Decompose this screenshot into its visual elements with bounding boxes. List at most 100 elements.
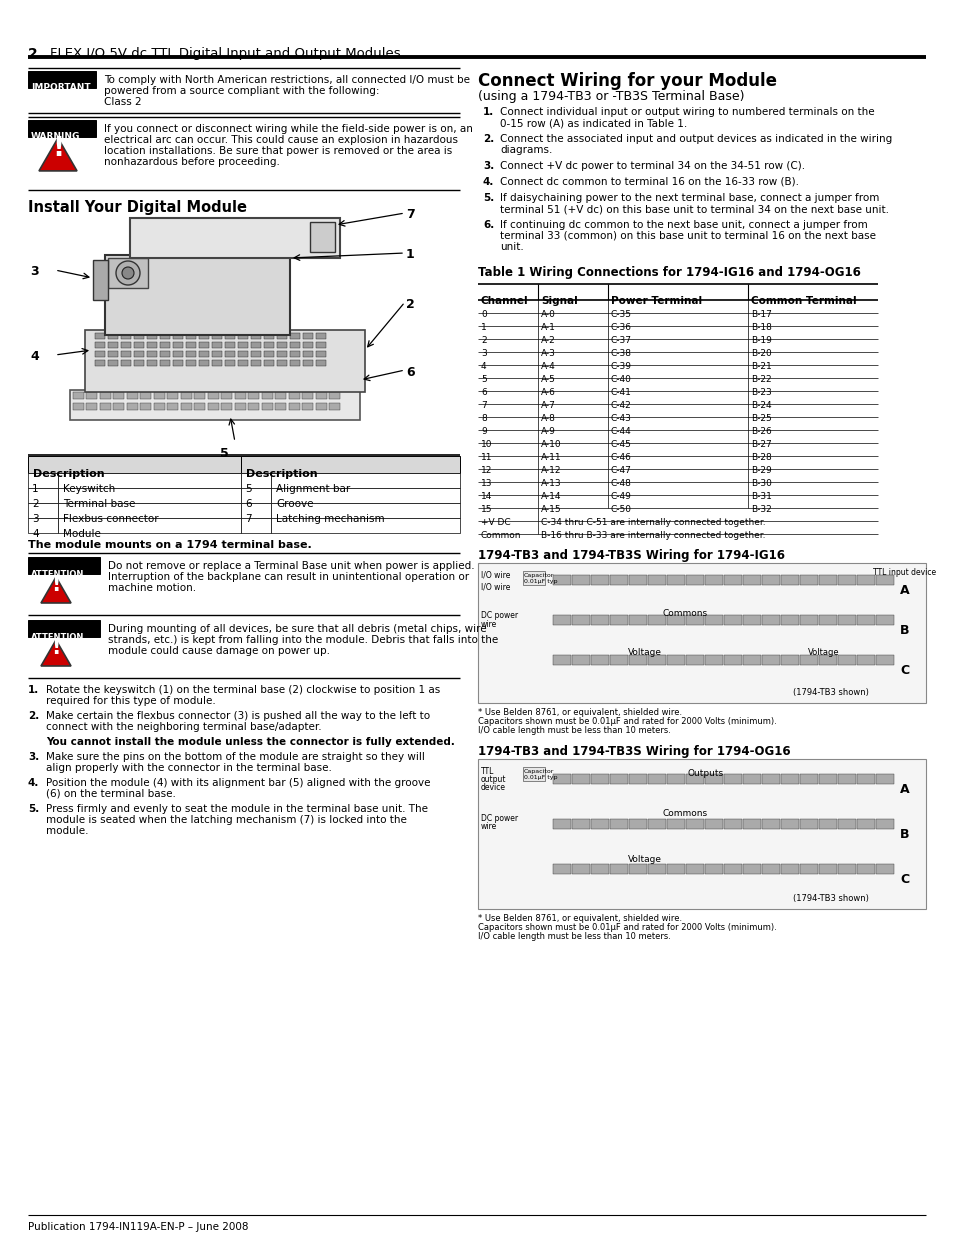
Bar — [477, 760, 925, 909]
Bar — [647, 819, 665, 829]
Bar — [127, 391, 138, 399]
Text: A-11: A-11 — [540, 453, 561, 462]
Text: 2: 2 — [32, 499, 38, 509]
Bar — [160, 351, 170, 357]
Bar — [685, 819, 703, 829]
Bar — [194, 403, 205, 410]
Bar — [742, 819, 760, 829]
Text: A: A — [899, 584, 908, 597]
Text: Connect the associated input and output devices as indicated in the wiring: Connect the associated input and output … — [499, 135, 891, 144]
Text: B-29: B-29 — [750, 466, 771, 475]
Text: A-9: A-9 — [540, 427, 556, 436]
Text: If continuing dc common to the next base unit, connect a jumper from: If continuing dc common to the next base… — [499, 220, 867, 230]
Bar — [271, 473, 459, 488]
Text: B: B — [899, 827, 908, 841]
Bar — [133, 351, 144, 357]
Bar — [73, 403, 84, 410]
Bar — [742, 774, 760, 784]
Text: required for this type of module.: required for this type of module. — [46, 697, 215, 706]
Text: 0-15 row (A) as indicated in Table 1.: 0-15 row (A) as indicated in Table 1. — [499, 119, 686, 128]
Bar — [225, 333, 234, 338]
Bar — [241, 503, 271, 517]
Bar — [28, 70, 96, 88]
Bar — [572, 864, 589, 874]
Bar — [95, 342, 105, 348]
Bar — [58, 488, 241, 503]
Bar — [685, 864, 703, 874]
Bar — [234, 391, 246, 399]
Bar — [315, 333, 326, 338]
Bar — [315, 342, 326, 348]
Bar — [572, 576, 589, 585]
Bar — [685, 615, 703, 625]
Bar — [761, 819, 780, 829]
Text: TTL: TTL — [480, 767, 494, 776]
Text: (6) on the terminal base.: (6) on the terminal base. — [46, 789, 175, 799]
Bar — [590, 615, 608, 625]
Text: 1: 1 — [32, 484, 38, 494]
Text: Press firmly and evenly to seat the module in the terminal base unit. The: Press firmly and evenly to seat the modu… — [46, 804, 428, 814]
Bar — [212, 359, 222, 366]
Bar — [609, 615, 627, 625]
Text: C-41: C-41 — [610, 388, 631, 396]
Text: device: device — [480, 783, 505, 792]
Text: I/O cable length must be less than 10 meters.: I/O cable length must be less than 10 me… — [477, 932, 670, 941]
Bar — [303, 342, 313, 348]
Text: terminal 51 (+V dc) on this base unit to terminal 34 on the next base unit.: terminal 51 (+V dc) on this base unit to… — [499, 204, 888, 214]
Text: 1.: 1. — [28, 685, 39, 695]
Bar — [609, 655, 627, 664]
Text: A-12: A-12 — [540, 466, 561, 475]
Bar — [315, 351, 326, 357]
Bar — [609, 576, 627, 585]
Text: TTL input device: TTL input device — [872, 568, 935, 577]
Bar — [628, 864, 646, 874]
Bar — [522, 571, 544, 585]
Bar — [241, 473, 271, 488]
Text: B-25: B-25 — [750, 414, 771, 424]
Text: 4: 4 — [480, 362, 486, 370]
Bar — [837, 819, 855, 829]
Bar — [172, 351, 183, 357]
Bar — [647, 774, 665, 784]
Circle shape — [122, 267, 133, 279]
Bar — [553, 576, 571, 585]
Text: B-28: B-28 — [750, 453, 771, 462]
Text: 2: 2 — [480, 336, 486, 345]
Bar — [251, 359, 261, 366]
Text: To comply with North American restrictions, all connected I/O must be: To comply with North American restrictio… — [104, 75, 470, 85]
Bar — [225, 359, 234, 366]
Bar — [302, 391, 314, 399]
Bar — [761, 864, 780, 874]
Bar — [761, 576, 780, 585]
Bar — [704, 819, 722, 829]
Text: 5.: 5. — [28, 804, 39, 814]
Text: 5: 5 — [245, 484, 252, 494]
Text: Interruption of the backplane can result in unintentional operation or: Interruption of the backplane can result… — [108, 572, 469, 582]
Text: 10: 10 — [480, 440, 492, 450]
Bar — [761, 655, 780, 664]
Bar — [133, 359, 144, 366]
Text: nonhazardous before proceeding.: nonhazardous before proceeding. — [104, 157, 279, 167]
Bar — [315, 359, 326, 366]
Text: A-3: A-3 — [540, 350, 556, 358]
Bar — [237, 351, 248, 357]
Text: strands, etc.) is kept from falling into the module. Debris that falls into the: strands, etc.) is kept from falling into… — [108, 635, 497, 645]
Bar — [553, 819, 571, 829]
Bar — [875, 864, 893, 874]
Bar — [58, 473, 241, 488]
Text: IMPORTANT: IMPORTANT — [30, 83, 91, 91]
Bar — [95, 359, 105, 366]
Bar — [108, 258, 148, 288]
Text: 13: 13 — [480, 479, 492, 488]
Bar — [647, 864, 665, 874]
Text: 3: 3 — [32, 514, 38, 524]
Bar — [818, 819, 836, 829]
Text: * Use Belden 8761, or equivalent, shielded wire.: * Use Belden 8761, or equivalent, shield… — [477, 914, 681, 923]
Bar — [70, 390, 359, 420]
Bar — [58, 517, 241, 534]
Text: B-20: B-20 — [750, 350, 771, 358]
Bar — [609, 864, 627, 874]
Bar — [628, 819, 646, 829]
Bar — [837, 655, 855, 664]
Bar — [290, 333, 299, 338]
